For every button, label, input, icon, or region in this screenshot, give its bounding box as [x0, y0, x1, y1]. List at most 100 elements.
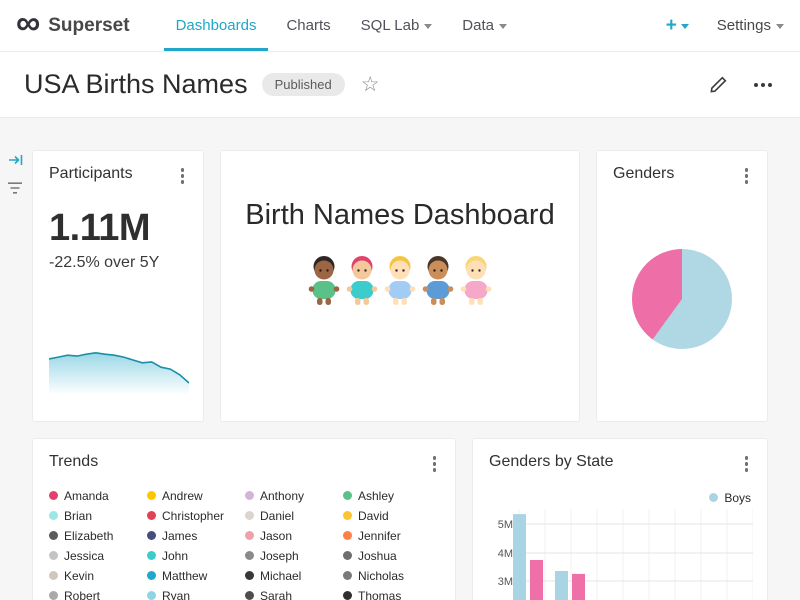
filter-icon[interactable]	[8, 182, 22, 194]
genders-card: Genders	[596, 150, 768, 422]
dashboard-header: USA Births Names Published ☆	[0, 52, 800, 118]
legend-label: David	[358, 508, 389, 523]
y-axis-tick-label: 4M	[498, 548, 513, 560]
legend-item[interactable]: Boys	[709, 491, 751, 505]
legend-dot-icon	[49, 571, 58, 580]
legend-item[interactable]: Joshua	[343, 549, 439, 563]
legend-label: Thomas	[358, 588, 402, 600]
chart-options-kebab-icon[interactable]	[742, 453, 752, 475]
child-figure	[346, 256, 378, 305]
chart-options-kebab-icon[interactable]	[178, 165, 188, 187]
expand-filter-bar-icon[interactable]	[8, 152, 24, 168]
bar-girls[interactable]	[530, 559, 543, 600]
legend-item[interactable]: David	[343, 509, 439, 523]
child-figure	[308, 256, 340, 305]
legend-item[interactable]: Anthony	[245, 489, 341, 503]
legend-item[interactable]: Sarah	[245, 589, 341, 600]
chart-options-kebab-icon[interactable]	[430, 453, 440, 475]
legend-item[interactable]: Robert	[49, 589, 145, 600]
legend-item[interactable]: John	[147, 549, 243, 563]
superset-infinity-logo-icon: ∞	[16, 4, 41, 42]
edit-pencil-icon[interactable]	[709, 75, 728, 94]
legend-label: Jason	[260, 528, 293, 543]
legend-label: Kevin	[64, 568, 95, 583]
legend-label: Jennifer	[358, 528, 401, 543]
y-axis-tick-label: 5M	[498, 519, 513, 531]
legend-item[interactable]: James	[147, 529, 243, 543]
big-number-subheader: -22.5% over 5Y	[49, 253, 160, 271]
genders-pie-chart[interactable]	[632, 248, 732, 349]
nav-charts[interactable]: Charts	[274, 0, 342, 51]
legend-dot-icon	[343, 511, 352, 520]
legend-dot-icon	[147, 571, 156, 580]
big-number-value: 1.11M	[49, 206, 151, 249]
status-badge: Published	[261, 73, 345, 96]
legend-item[interactable]: Daniel	[245, 509, 341, 523]
child-figure	[422, 256, 454, 305]
genders-by-state-bar-chart: 5M 4M 3M	[498, 508, 753, 600]
nav-label: Data	[462, 17, 494, 34]
dashboard-heading: Birth Names Dashboard	[245, 199, 555, 231]
legend-dot-icon	[245, 571, 254, 580]
legend-label: Brian	[64, 508, 93, 523]
legend-dot-icon	[49, 531, 58, 540]
bar-boys[interactable]	[555, 570, 568, 600]
legend-item[interactable]: Kevin	[49, 569, 145, 583]
chevron-down-icon	[498, 24, 507, 29]
legend-label: Ashley	[358, 488, 395, 503]
legend-label: Sarah	[260, 588, 293, 600]
markdown-card: Birth Names Dashboard	[220, 150, 580, 422]
legend-item[interactable]: Ashley	[343, 489, 439, 503]
chevron-down-icon	[424, 24, 433, 29]
legend-dot-icon	[147, 491, 156, 500]
chart-title: Trends	[49, 453, 99, 470]
legend-item[interactable]: Brian	[49, 509, 145, 523]
legend-dot-icon	[147, 591, 156, 600]
legend-dot-icon	[343, 591, 352, 600]
legend-label: Andrew	[162, 488, 203, 503]
legend-item[interactable]: Amanda	[49, 489, 145, 503]
legend-item[interactable]: Jessica	[49, 549, 145, 563]
legend-item[interactable]: Elizabeth	[49, 529, 145, 543]
settings-menu[interactable]: Settings	[717, 17, 784, 34]
legend-item[interactable]: Ryan	[147, 589, 243, 600]
superset-logo[interactable]: ∞ Superset	[16, 0, 130, 51]
nav-sql-lab[interactable]: SQL Lab	[349, 0, 445, 51]
legend-item[interactable]: Matthew	[147, 569, 243, 583]
legend-item[interactable]: Andrew	[147, 489, 243, 503]
legend-item[interactable]: Joseph	[245, 549, 341, 563]
legend-label: Christopher	[162, 508, 225, 523]
legend-item[interactable]: Thomas	[343, 589, 439, 600]
legend-label: Daniel	[260, 508, 295, 523]
chart-options-kebab-icon[interactable]	[742, 165, 752, 187]
legend-label: Amanda	[64, 488, 109, 503]
bar-girls[interactable]	[572, 573, 585, 600]
legend-dot-icon	[147, 551, 156, 560]
legend-dot-icon	[147, 511, 156, 520]
new-item-button[interactable]: +	[666, 15, 689, 37]
more-actions-icon[interactable]	[750, 79, 776, 91]
page-title: USA Births Names	[24, 69, 248, 99]
nav-dashboards[interactable]: Dashboards	[163, 0, 269, 51]
legend-item[interactable]: Michael	[245, 569, 341, 583]
legend-label: Robert	[64, 588, 101, 600]
brand-name: Superset	[48, 14, 130, 36]
legend-dot-icon	[245, 551, 254, 560]
favorite-star-icon[interactable]: ☆	[360, 73, 380, 96]
bar-boys[interactable]	[513, 513, 526, 600]
legend-item[interactable]: Nicholas	[343, 569, 439, 583]
legend-label: Michael	[260, 568, 302, 583]
legend-dot-icon	[343, 531, 352, 540]
nav-data[interactable]: Data	[450, 0, 519, 51]
chart-title: Genders	[613, 165, 675, 182]
legend-dot-icon	[343, 571, 352, 580]
trends-card: Trends Amanda Andrew Anthony Ashley Brian Chr…	[32, 438, 456, 600]
legend-item[interactable]: Jennifer	[343, 529, 439, 543]
genders-by-state-card: Genders by State Boys 5M 4M 3M	[472, 438, 768, 600]
legend-item[interactable]: Jason	[245, 529, 341, 543]
legend-label: Jessica	[64, 548, 105, 563]
legend-item[interactable]: Christopher	[147, 509, 243, 523]
nav-label: SQL Lab	[360, 17, 420, 34]
chevron-down-icon	[680, 24, 689, 29]
